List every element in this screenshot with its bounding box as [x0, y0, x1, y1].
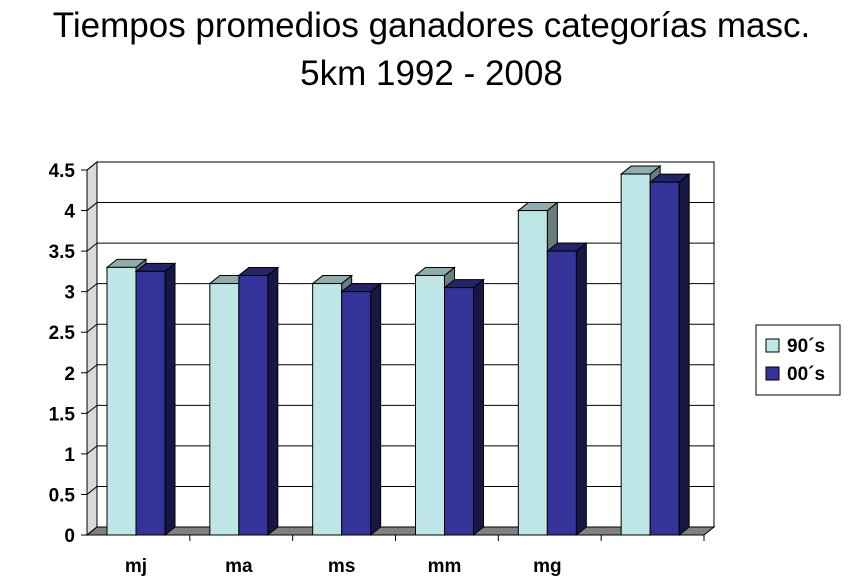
- bar-side: [267, 266, 279, 537]
- axes: [81, 169, 705, 541]
- legend: 90´s 00´s: [755, 324, 841, 396]
- legend-item: 00´s: [765, 364, 825, 385]
- bar-series-2: [237, 266, 280, 537]
- bar-side: [164, 262, 176, 537]
- bars: [105, 165, 691, 537]
- bar-series-2: [648, 173, 691, 537]
- y-tick-label: 2.5: [49, 323, 76, 344]
- y-tick-label: 2: [64, 364, 75, 385]
- bar-front: [209, 283, 240, 536]
- bar-series-2: [340, 282, 383, 537]
- back-wall: [96, 161, 715, 528]
- bar-front: [620, 173, 651, 536]
- legend-swatch: [765, 366, 780, 381]
- bar-side: [370, 282, 382, 537]
- legend-label: 00´s: [787, 364, 825, 385]
- bar-front: [135, 270, 166, 536]
- bar-front: [341, 291, 372, 536]
- x-tick-label: mj: [125, 556, 147, 577]
- gridline-depth: [86, 202, 98, 211]
- y-tick-label: 1.5: [49, 404, 76, 425]
- y-tick-label: 0: [64, 526, 75, 547]
- x-tick-label: ms: [328, 556, 355, 577]
- bar-side: [678, 173, 690, 537]
- floor: [85, 526, 716, 536]
- bar-front: [415, 274, 445, 536]
- bar-front: [444, 287, 474, 536]
- gridline-depth: [86, 283, 98, 293]
- x-tick-label: ma: [225, 556, 253, 577]
- bar-front: [649, 181, 680, 536]
- legend-box: [755, 324, 841, 396]
- left-wall: [86, 160, 98, 537]
- y-tick-label: 3: [64, 283, 75, 304]
- y-tick-label: 0.5: [49, 485, 76, 506]
- gridline-depth: [86, 161, 98, 171]
- gridline-depth: [86, 323, 98, 333]
- legend-swatch: [765, 338, 780, 353]
- bar-front: [106, 266, 137, 536]
- gridline-depth: [86, 404, 98, 414]
- x-tick-label: mg: [533, 556, 562, 577]
- bar-side: [473, 278, 484, 537]
- x-tick-label: mm: [428, 556, 462, 577]
- y-tick-label: 1: [64, 445, 75, 466]
- legend-label: 90´s: [787, 336, 825, 357]
- gridline-depth: [86, 486, 98, 495]
- plot-walls: [85, 160, 716, 537]
- bar-front: [517, 210, 548, 536]
- y-tick-label: 4: [64, 202, 75, 223]
- bar-side: [575, 242, 587, 537]
- bar-front: [312, 283, 343, 536]
- gridline-depth: [86, 242, 98, 252]
- chart-title-line-1: Tiempos promedios ganadores categorías m…: [52, 6, 811, 45]
- gridline-depth: [86, 445, 98, 455]
- y-tick-label: 3.5: [49, 242, 76, 263]
- axis-labels: 0 0.5 1 1.5 2 2.5 3 3.5 4 4.5 mj ma ms mm mg: [49, 161, 562, 577]
- chart-title-line-2: 5km 1992 - 2008: [300, 54, 563, 93]
- bar-series-2: [134, 262, 177, 537]
- y-tick-label: 4.5: [49, 161, 76, 182]
- gridline-depth: [86, 526, 98, 536]
- legend-item: 90´s: [765, 336, 825, 357]
- gridline-depth: [86, 364, 98, 374]
- gridlines: [86, 161, 714, 536]
- bar-front: [546, 250, 577, 536]
- bar-front: [238, 274, 269, 536]
- bar-series-2: [545, 242, 588, 537]
- bar-series-2: [443, 278, 485, 537]
